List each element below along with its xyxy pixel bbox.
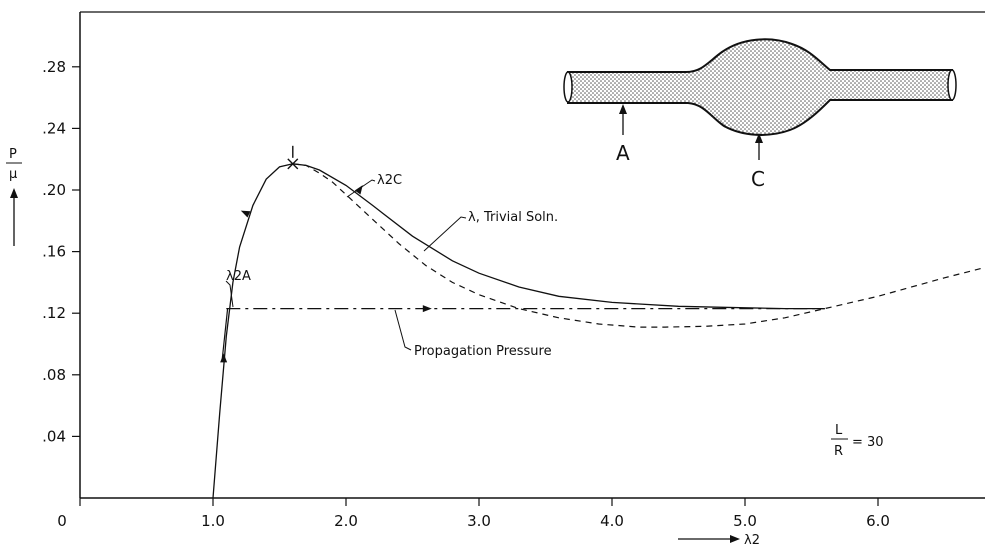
y-axis-label: P μ (6, 147, 22, 246)
label-a: A (616, 141, 630, 165)
x-tick-label: 0 (57, 512, 67, 530)
x-tick-label: 1.0 (201, 512, 225, 530)
ratio-numerator: L (835, 423, 843, 438)
tick-group: 01.02.03.04.05.06.07.0.04.08.12.16.20.24… (42, 58, 890, 530)
y-label-numerator: P (9, 147, 17, 162)
path-arrow (220, 353, 228, 363)
arrow-a-head (619, 104, 627, 114)
x-tick-label: 2.0 (334, 512, 358, 530)
series-trivial-soln-line (292, 163, 985, 328)
propagation-label: Propagation Pressure (414, 344, 552, 359)
tube-shape (567, 38, 953, 136)
propagation-leader (394, 309, 412, 351)
series-2c-line (212, 163, 825, 499)
path-arrow (240, 210, 251, 218)
tube-right-end (947, 69, 957, 101)
lambda-2a-label: λ2A (226, 269, 251, 284)
y-tick-label: .12 (42, 304, 66, 322)
tube-left-end (563, 71, 573, 103)
ratio-annotation: L R = 30 (831, 423, 884, 459)
y-tick-label: .20 (42, 181, 66, 199)
lambda-2c-leader (346, 179, 376, 198)
label-c: C (751, 167, 765, 191)
y-tick-label: .08 (42, 366, 66, 384)
x-axis-label: λ2 (678, 533, 760, 548)
tube-diagram: A C (563, 38, 957, 191)
ratio-denominator: R (834, 444, 843, 459)
path-arrow (422, 305, 432, 313)
y-label-denominator: μ (9, 167, 17, 182)
lambda-2a-leader (225, 280, 234, 308)
x-tick-label: 5.0 (733, 512, 757, 530)
x-tick-label: 4.0 (600, 512, 624, 530)
arrow-c-head (755, 133, 763, 143)
trivial-label: λ, Trivial Soln. (468, 210, 558, 225)
x-label-arrow-head (730, 535, 740, 543)
series-layer (212, 145, 985, 499)
trivial-leader (423, 216, 467, 252)
y-tick-label: .04 (42, 427, 66, 445)
y-tick-label: .24 (42, 119, 66, 137)
y-tick-label: .28 (42, 58, 66, 76)
x-tick-label: 6.0 (866, 512, 890, 530)
y-label-arrow-head (10, 188, 18, 198)
y-tick-label: .16 (42, 243, 66, 261)
ratio-value: = 30 (852, 435, 884, 450)
x-label-text: λ2 (744, 533, 760, 548)
critical-point-mark (287, 158, 299, 170)
x-tick-label: 3.0 (467, 512, 491, 530)
series-2a-line (221, 308, 229, 359)
lambda-2c-label: λ2C (377, 173, 402, 188)
